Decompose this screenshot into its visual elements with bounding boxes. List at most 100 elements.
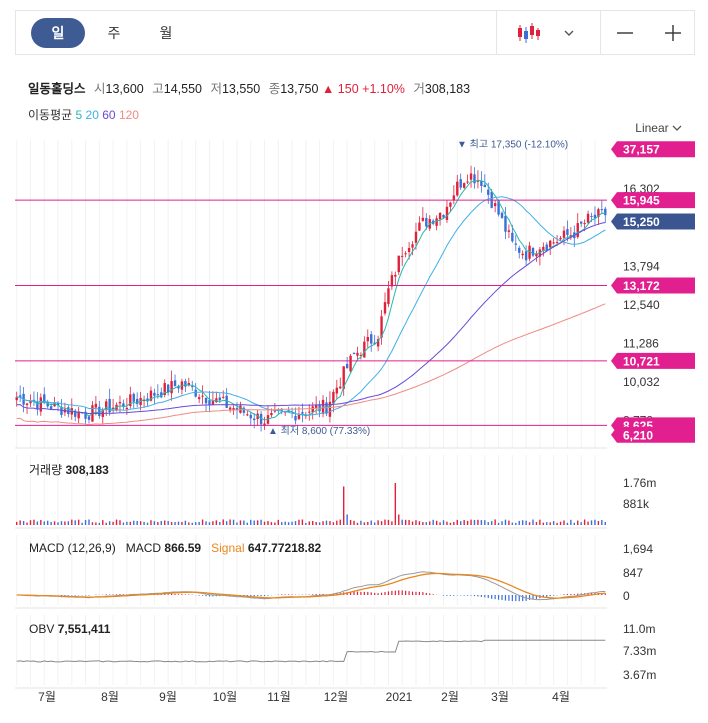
period-tab-month[interactable]: 월 <box>159 25 173 41</box>
macd-hist-bar <box>267 595 269 596</box>
candle-body <box>187 383 191 386</box>
macd-hist-bar <box>164 594 166 595</box>
zoom-in-button[interactable] <box>656 11 690 54</box>
macd-hist-bar <box>532 595 534 600</box>
macd-hist-bar <box>467 595 469 596</box>
ma-line-120 <box>16 303 606 426</box>
candle-body <box>493 203 497 207</box>
price-badge-bg <box>611 141 695 158</box>
zoom-out-button[interactable] <box>608 11 642 54</box>
volume-bar <box>263 521 266 525</box>
signal-value: 647.77218.82 <box>247 541 322 555</box>
plus-icon <box>665 24 681 41</box>
candle-body <box>36 401 39 409</box>
stock-name: 일동홀딩스 <box>28 82 86 96</box>
candle-body <box>349 355 352 372</box>
price-badge-label: 6,210 <box>623 428 653 442</box>
candle-body <box>528 245 531 259</box>
macd-hist-bar <box>353 591 355 595</box>
candle-body <box>421 217 425 221</box>
volume-bar <box>256 520 259 525</box>
macd-hist-bar <box>205 595 207 597</box>
macd-hist-bar <box>263 595 266 597</box>
period-tab-week[interactable]: 주 <box>107 25 121 41</box>
candle-body <box>462 183 466 188</box>
obv-panel-label: OBV 7,551,411 <box>29 622 110 636</box>
scale-toggle-button[interactable]: Linear <box>635 121 682 135</box>
chart-type-button[interactable] <box>506 11 586 54</box>
low-label: 저 <box>210 82 222 96</box>
macd-panel-title: MACD (12,26,9) <box>29 541 116 555</box>
macd-hist-bar <box>174 594 176 595</box>
macd-hist-bar <box>453 595 455 596</box>
candle-body <box>404 253 407 255</box>
candle-body <box>43 394 46 403</box>
candle-body <box>500 212 504 218</box>
candlestick-icon <box>518 22 540 43</box>
volume-bar <box>115 519 118 525</box>
obv-line <box>16 639 606 663</box>
candle-body <box>301 412 304 414</box>
volume-bar <box>473 519 476 525</box>
volume-bar <box>391 521 393 525</box>
volume-panel-title: 거래량 <box>29 463 63 477</box>
macd-hist-bar <box>171 593 173 595</box>
candle-body <box>18 395 22 397</box>
price-badge-bg <box>611 426 695 443</box>
candle-body <box>524 251 528 261</box>
volume-bar <box>559 521 562 525</box>
candle-body <box>466 181 469 183</box>
candle-body <box>452 195 456 201</box>
volume-bar <box>594 519 596 525</box>
candle-body <box>201 395 204 397</box>
volume-bar <box>102 520 104 525</box>
candle-body <box>67 407 70 415</box>
volume-bar <box>177 521 180 525</box>
volume-bar <box>26 522 28 525</box>
macd-hist-bar <box>253 595 255 597</box>
candle-body <box>566 229 569 235</box>
candle-body <box>366 336 369 342</box>
candle-body <box>328 401 332 417</box>
period-tab-day[interactable]: 일 <box>31 18 85 48</box>
volume-bar <box>188 522 190 525</box>
candle-body <box>604 208 607 216</box>
change-percent: +1.10% <box>362 82 405 96</box>
candle-body <box>56 403 60 406</box>
volume-bar <box>43 521 45 525</box>
volume-bar <box>71 519 73 525</box>
price-badge: 10,721 <box>611 352 695 369</box>
candle-body <box>514 243 517 245</box>
candle-body <box>418 222 421 231</box>
candle-body <box>273 410 277 412</box>
x-axis-label: 11월 <box>267 690 291 704</box>
volume-bar <box>415 520 417 525</box>
candle-body <box>211 401 215 405</box>
candle-body <box>397 255 400 273</box>
volume-bar <box>552 521 555 525</box>
volume-bar <box>164 520 166 525</box>
volume-bar <box>442 520 445 525</box>
candle-body <box>425 217 428 227</box>
macd-hist-bar <box>504 595 507 601</box>
candle-body <box>552 242 555 244</box>
candle-body <box>146 398 149 402</box>
volume-bar <box>112 521 114 525</box>
candle-body <box>77 411 80 419</box>
macd-line <box>16 571 606 601</box>
candle-body <box>456 181 459 196</box>
volume-bar <box>370 520 372 525</box>
candle-body <box>442 214 445 218</box>
volume-bar <box>91 522 94 525</box>
candle-body <box>531 247 535 256</box>
macd-hist-bar <box>401 590 403 595</box>
volume-bar <box>373 522 376 525</box>
volume-bar <box>504 519 507 525</box>
obv-panel-value: 7,551,411 <box>57 622 111 636</box>
volume-bar <box>563 520 565 525</box>
macd-hist-bar <box>188 594 190 595</box>
volume-bar <box>470 519 472 525</box>
candle-body <box>311 406 314 413</box>
volume-bars <box>16 483 606 525</box>
